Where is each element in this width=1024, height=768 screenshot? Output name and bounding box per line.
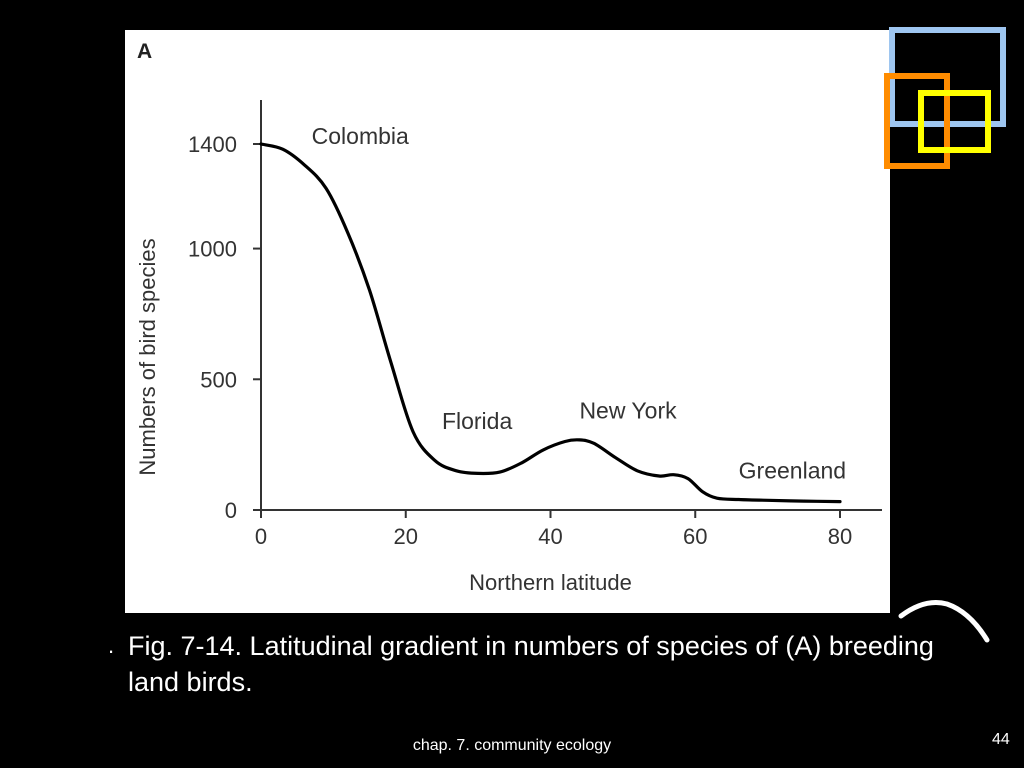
- x-tick-label: 40: [538, 524, 562, 549]
- annotation-new-york: New York: [579, 398, 677, 424]
- chart-panel: A 0 20 40 60 80 0 500 1000 1400 Colombia Florida N…: [125, 30, 890, 613]
- annotation-florida: Florida: [442, 408, 513, 434]
- y-tick-label: 500: [200, 367, 237, 392]
- caption-bullet: .: [108, 633, 115, 658]
- series-line: [259, 142, 842, 504]
- panel-label: A: [137, 40, 152, 63]
- y-tick-label: 1000: [188, 237, 237, 262]
- y-axis-label: Numbers of bird species: [135, 238, 160, 475]
- figure-caption: . Fig. 7-14. Latitudinal gradient in num…: [108, 628, 938, 700]
- x-tick-label: 0: [255, 524, 267, 549]
- x-tick-label: 60: [683, 524, 707, 549]
- y-tick-label: 1400: [188, 132, 237, 157]
- x-tick-label: 20: [394, 524, 418, 549]
- x-tick-label: 80: [828, 524, 852, 549]
- decor-square-orange: [884, 73, 950, 169]
- page-number: 44: [992, 731, 1010, 748]
- x-axis-label: Northern latitude: [469, 570, 632, 595]
- slide-footer: chap. 7. community ecology: [412, 737, 612, 754]
- y-tick-label: 0: [225, 498, 237, 523]
- line-chart: A 0 20 40 60 80 0 500 1000 1400 Colombia Florida N…: [135, 40, 882, 595]
- caption-text: Fig. 7-14. Latitudinal gradient in numbe…: [128, 631, 934, 697]
- decor-arc-icon: [898, 600, 990, 643]
- annotation-greenland: Greenland: [739, 458, 846, 484]
- annotation-colombia: Colombia: [312, 123, 409, 149]
- decor-square-yellow: [918, 90, 991, 153]
